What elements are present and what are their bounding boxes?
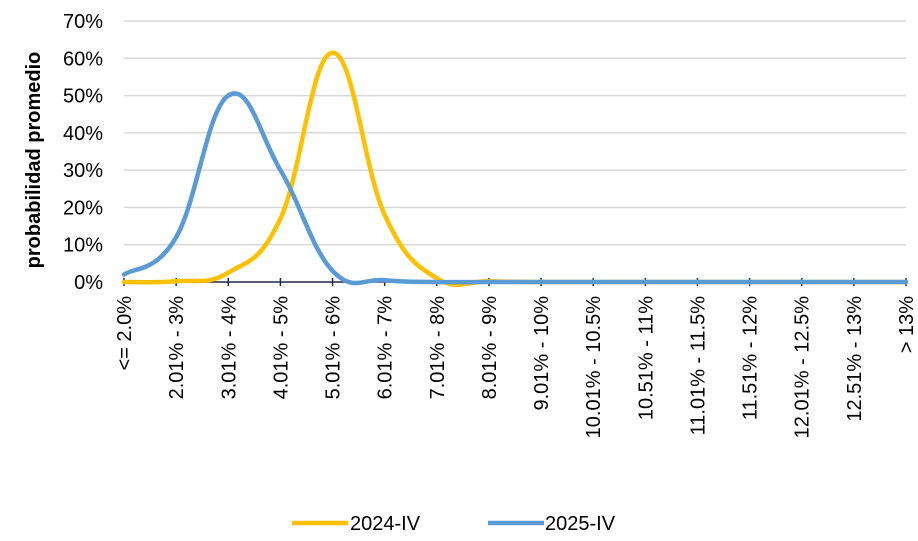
y-axis-ticks: 0% 10% 20% 30% 40% 50% 60% 70% [63, 11, 103, 294]
x-tick-label: 9.01% - 10% [531, 296, 553, 411]
y-axis-label: probabilidad promedio [23, 52, 45, 269]
y-tick-label: 0% [74, 272, 103, 294]
legend-label: 2025-IV [545, 513, 616, 535]
y-tick-label: 70% [63, 11, 103, 33]
x-tick-label: 3.01% - 4% [218, 296, 240, 400]
x-tick-label: 10.01% - 10.5% [583, 296, 605, 439]
x-tick-label: 12.51% - 13% [844, 296, 866, 422]
y-tick-label: 20% [63, 197, 103, 219]
series-line-2024-IV [121, 50, 909, 288]
legend-label: 2024-IV [350, 513, 421, 535]
x-tick-label: 6.01% - 7% [375, 296, 397, 400]
x-tick-label: <= 2.0% [114, 296, 136, 371]
series-line-2025-IV [121, 91, 909, 286]
x-tick-label: 4.01% - 5% [270, 296, 292, 400]
x-tick-label: 11.01% - 11.5% [687, 296, 709, 436]
y-tick-label: 50% [63, 86, 103, 108]
x-tick-label: 11.51% - 12% [740, 296, 762, 420]
y-tick-label: 40% [63, 123, 103, 145]
x-tick-label: 7.01% - 8% [427, 296, 449, 400]
x-tick-label: 8.01% - 9% [479, 296, 501, 400]
x-axis-ticks: <= 2.0% 2.01% - 3% 3.01% - 4% 4.01% - 5% 5.0… [114, 296, 918, 439]
x-tick-label: > 13% [896, 296, 918, 353]
series-lines [121, 50, 909, 288]
x-tick-label: 2.01% - 3% [166, 296, 188, 400]
x-tick-label: 12.01% - 12.5% [792, 296, 814, 439]
y-tick-label: 10% [63, 235, 103, 257]
y-tick-label: 60% [63, 48, 103, 70]
y-tick-label: 30% [63, 160, 103, 182]
x-tick-label: 10.51% - 11% [635, 296, 657, 420]
gridlines [124, 20, 906, 246]
x-tick-label: 5.01% - 6% [323, 296, 345, 400]
legend: 2024-IV 2025-IV [292, 513, 616, 535]
